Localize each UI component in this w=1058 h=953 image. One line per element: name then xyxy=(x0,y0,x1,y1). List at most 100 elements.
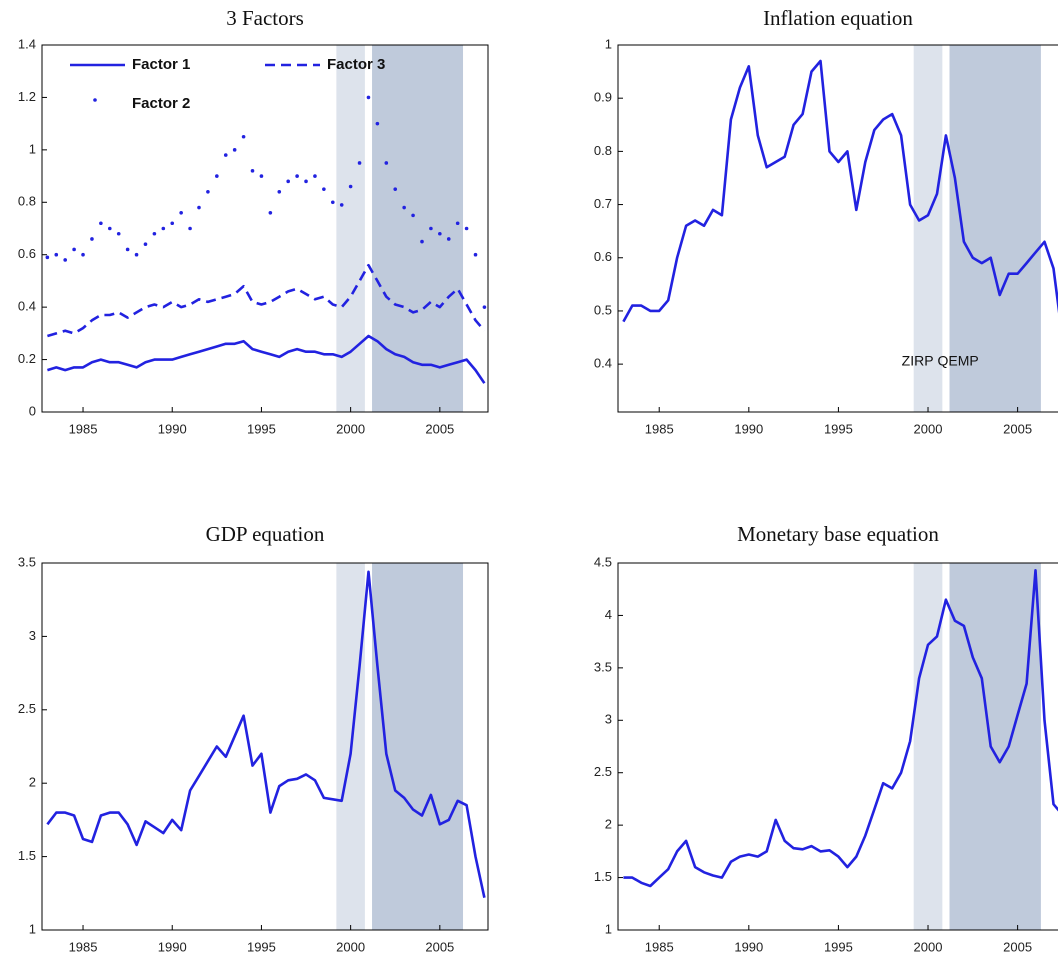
y-tick-label: 1 xyxy=(605,921,612,936)
x-tick-label: 2005 xyxy=(425,939,454,953)
x-tick-label: 1990 xyxy=(158,939,187,953)
series-line xyxy=(46,570,486,898)
data-point xyxy=(393,187,398,191)
data-point xyxy=(250,169,255,173)
data-point xyxy=(473,252,478,257)
x-tick-label: 2005 xyxy=(425,421,454,436)
data-point xyxy=(348,184,353,189)
data-point xyxy=(295,174,299,178)
y-tick-label: 2 xyxy=(29,775,36,790)
data-point xyxy=(107,226,112,231)
data-point xyxy=(304,179,308,184)
y-tick-label: 0.6 xyxy=(18,246,36,261)
x-tick-label: 1985 xyxy=(69,421,98,436)
y-tick-label: 0.4 xyxy=(18,299,36,314)
y-tick-label: 0.8 xyxy=(594,143,612,158)
data-point xyxy=(464,226,469,231)
data-point xyxy=(455,221,460,226)
data-point xyxy=(232,148,237,152)
y-tick-label: 3 xyxy=(29,628,36,643)
period-label: QEMP xyxy=(938,353,979,369)
chart-title: Monetary base equation xyxy=(737,522,939,546)
data-point xyxy=(134,252,139,257)
data-point xyxy=(259,174,264,178)
y-tick-label: 1 xyxy=(29,921,36,936)
data-point xyxy=(72,247,76,252)
y-tick-label: 4 xyxy=(605,607,612,622)
data-point xyxy=(223,153,228,157)
y-tick-label: 0.7 xyxy=(594,196,612,211)
x-tick-label: 1985 xyxy=(69,939,98,953)
x-tick-label: 1995 xyxy=(824,939,853,953)
data-point xyxy=(143,242,148,247)
x-tick-label: 1990 xyxy=(734,939,763,953)
data-point xyxy=(99,221,103,226)
y-tick-label: 0.2 xyxy=(18,351,36,366)
period-label: ZIRP xyxy=(902,353,934,369)
data-point xyxy=(384,161,389,165)
data-point xyxy=(215,174,219,178)
plot-frame xyxy=(617,44,1058,413)
x-tick-label: 2005 xyxy=(1003,939,1032,953)
x-tick-label: 2000 xyxy=(336,421,365,436)
subplot: Monetary base equation 1 1.5 2 2.5 3 3.5 4 4.5 19… xyxy=(594,522,1058,953)
x-tick-label: 1995 xyxy=(247,421,276,436)
data-point xyxy=(482,305,487,309)
data-point xyxy=(170,221,175,226)
data-point xyxy=(277,190,282,194)
y-tick-label: 1.5 xyxy=(18,848,36,863)
data-point xyxy=(402,205,406,210)
y-tick-label: 2 xyxy=(605,817,612,832)
series-line xyxy=(622,59,1058,323)
data-point xyxy=(420,239,424,244)
y-tick-label: 0.6 xyxy=(594,249,612,264)
x-tick-label: 1985 xyxy=(645,421,674,436)
x-tick-label: 1990 xyxy=(158,421,187,436)
x-tick-label: 1995 xyxy=(824,421,853,436)
data-point xyxy=(116,231,121,236)
data-point xyxy=(179,210,183,215)
y-tick-label: 0 xyxy=(29,403,36,418)
y-tick-label: 1 xyxy=(29,141,36,156)
data-point xyxy=(366,95,371,100)
legend-label: Factor 1 xyxy=(132,56,190,73)
data-point xyxy=(54,252,59,257)
data-point xyxy=(152,231,157,236)
data-point xyxy=(268,210,273,215)
data-point xyxy=(446,237,451,241)
shaded-period xyxy=(372,45,464,412)
data-point xyxy=(322,187,326,191)
y-tick-label: 1.4 xyxy=(18,36,36,51)
y-tick-label: 4.5 xyxy=(594,554,612,569)
y-tick-label: 3 xyxy=(605,712,612,727)
subplot: GDP equation 1 1.5 2 2.5 3 3.5 1985 1990 1995 2000… xyxy=(18,522,489,953)
data-point xyxy=(357,161,362,165)
plot-frame xyxy=(41,44,489,413)
subplot: 3 Factors 0 0.2 0.4 0.6 0.8 1 1.2 1.4 1985 1990 199… xyxy=(18,6,489,436)
y-tick-label: 1.2 xyxy=(18,89,36,104)
data-point xyxy=(313,174,317,178)
data-point xyxy=(161,226,166,231)
series-line xyxy=(47,334,486,384)
data-point xyxy=(63,258,67,262)
series-line xyxy=(623,569,1058,888)
data-point xyxy=(197,205,201,210)
data-point xyxy=(339,203,344,207)
data-point xyxy=(286,179,290,184)
x-tick-label: 1990 xyxy=(734,421,763,436)
shaded-period xyxy=(913,45,943,412)
y-tick-label: 2.5 xyxy=(594,764,612,779)
data-point xyxy=(438,231,442,236)
series-line xyxy=(47,263,486,338)
y-tick-label: 0.9 xyxy=(594,90,612,105)
shaded-period xyxy=(372,563,464,930)
y-tick-label: 1 xyxy=(605,36,612,51)
chart-title: GDP equation xyxy=(206,522,325,546)
y-tick-label: 2.5 xyxy=(18,701,36,716)
data-point xyxy=(330,200,335,205)
data-point xyxy=(206,190,210,194)
y-tick-label: 3.5 xyxy=(594,659,612,674)
chart-title: 3 Factors xyxy=(226,6,304,30)
y-tick-label: 3.5 xyxy=(18,554,36,569)
